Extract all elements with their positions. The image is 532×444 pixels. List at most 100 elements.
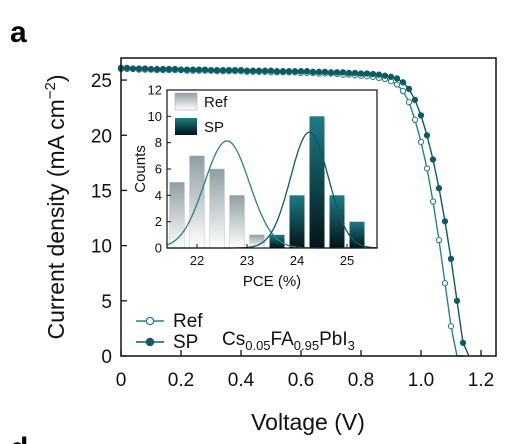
data-point-sp: [249, 67, 257, 74]
data-point-sp: [381, 72, 389, 79]
data-point-ref: [435, 236, 443, 244]
data-point-sp: [393, 75, 401, 82]
histogram-bar-sp: [349, 221, 365, 248]
legend-ref-marker: [145, 316, 155, 326]
histogram-bar-sp: [329, 195, 345, 248]
data-point-sp: [351, 69, 359, 77]
data-point-sp: [189, 66, 197, 73]
histogram-bar-ref: [229, 195, 245, 249]
inset-legend-sp-label: SP: [204, 119, 224, 136]
inset-x-axis-title: PCE (%): [243, 273, 301, 290]
inset-y-tick-label: 6: [155, 162, 162, 177]
data-point-sp: [159, 65, 167, 73]
y-axis-unit-exponent: −2: [42, 82, 59, 99]
jv-legend: Ref SP: [136, 311, 203, 353]
data-point-sp: [339, 69, 347, 76]
data-point-sp: [225, 66, 233, 74]
inset-y-tick-label: 8: [155, 135, 162, 150]
histogram-bar-ref: [209, 168, 225, 249]
histogram-bar-sp: [269, 234, 285, 248]
y-tick-label: 5: [101, 292, 112, 313]
data-point-sp: [207, 66, 215, 74]
data-point-ref: [441, 280, 449, 287]
y-tick-label: 25: [91, 71, 112, 92]
jv-series: [117, 64, 470, 357]
histogram-bar-ref: [189, 155, 205, 249]
data-point-sp: [417, 112, 425, 119]
x-tick-label: 0.4: [228, 370, 255, 391]
inset-x-tick-label: 24: [290, 253, 304, 268]
data-point-sp: [291, 68, 299, 75]
data-point-sp: [171, 65, 179, 73]
data-point-sp: [213, 66, 221, 74]
x-tick-label: 0.2: [168, 370, 194, 391]
data-point-sp: [273, 68, 281, 75]
data-point-sp: [447, 255, 455, 263]
data-point-sp: [135, 65, 143, 72]
x-axis-title: Voltage (V): [251, 409, 365, 435]
data-point-sp: [423, 132, 431, 139]
data-point-sp: [153, 65, 161, 73]
inset-y-tick-label: 0: [155, 241, 162, 256]
inset-y-tick-label: 12: [148, 83, 162, 98]
data-point-sp: [369, 70, 377, 78]
data-point-sp: [267, 67, 275, 74]
data-point-sp: [195, 66, 203, 73]
data-point-sp: [399, 79, 407, 86]
data-point-sp: [435, 185, 443, 192]
data-point-sp: [243, 67, 251, 74]
data-point-sp: [285, 68, 293, 75]
data-point-sp: [219, 66, 227, 74]
data-point-sp: [141, 65, 149, 72]
data-point-sp: [147, 65, 155, 73]
data-point-ref: [447, 323, 455, 330]
data-point-sp: [441, 218, 449, 225]
data-point-sp: [123, 64, 131, 72]
data-point-sp: [177, 66, 185, 73]
x-tick-label: 0.6: [288, 370, 314, 391]
data-point-sp: [309, 68, 317, 75]
data-point-sp: [261, 67, 269, 74]
data-point-sp: [405, 85, 413, 93]
histogram-bar-sp: [309, 116, 325, 248]
data-point-sp: [357, 70, 365, 77]
x-tick-label: 0.8: [348, 370, 374, 391]
inset-frame: [166, 89, 378, 249]
data-point-sp: [327, 69, 335, 76]
x-tick-label: 1.0: [408, 370, 434, 391]
x-tick-label: 0: [116, 370, 127, 391]
data-point-sp: [375, 71, 383, 78]
legend-sp-label: SP: [173, 332, 198, 353]
data-point-sp: [333, 69, 341, 76]
inset-y-axis-title: Counts: [132, 145, 149, 193]
data-point-sp: [429, 156, 437, 163]
data-point-sp: [297, 68, 305, 75]
data-point-sp: [363, 70, 371, 77]
data-point-sp: [453, 297, 461, 304]
data-point-sp: [183, 66, 191, 73]
data-point-sp: [459, 339, 467, 346]
y-tick-label: 10: [91, 237, 112, 258]
x-tick-label: 1.2: [468, 370, 494, 391]
inset-legend-sp-swatch: [175, 118, 197, 135]
y-axis-title: Current density (mA cm−2): [42, 74, 69, 339]
data-point-ref: [411, 116, 419, 123]
data-point-sp: [411, 96, 419, 104]
y-tick-label: 20: [91, 126, 112, 147]
data-point-sp: [201, 66, 209, 73]
data-point-sp: [165, 65, 173, 73]
data-point-sp: [387, 73, 395, 80]
data-point-sp: [255, 67, 263, 74]
legend-sp-marker: [145, 337, 155, 347]
data-point-sp: [321, 68, 329, 75]
data-point-sp: [279, 68, 287, 75]
legend-ref-label: Ref: [173, 311, 203, 332]
inset-x-tick-label: 23: [240, 253, 254, 268]
inset-y-tick-label: 4: [155, 188, 162, 203]
inset-y-tick-label: 2: [155, 214, 162, 229]
inset-legend-ref-label: Ref: [204, 94, 228, 111]
inset-x-tick-label: 25: [340, 253, 354, 268]
